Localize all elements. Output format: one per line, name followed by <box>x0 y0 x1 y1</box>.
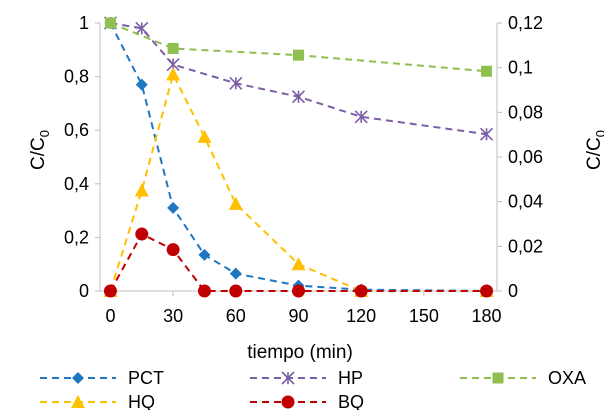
data-point-pct <box>198 248 211 261</box>
data-point-hp <box>479 127 494 141</box>
data-point-hq <box>228 196 243 210</box>
y-left-tick-label: 0,8 <box>64 67 89 87</box>
x-tick-label: 150 <box>409 306 439 326</box>
y-right-tick-label: 0,08 <box>508 102 543 122</box>
legend-item-oxa: OXA <box>460 368 586 388</box>
data-point-hp <box>291 90 306 104</box>
y-axis-title-right-main: C/C <box>584 137 604 170</box>
data-point-oxa <box>481 65 493 77</box>
y-right-tick-label: 0,06 <box>508 147 543 167</box>
data-point-bq <box>103 284 117 298</box>
legend-label-pct: PCT <box>128 368 164 388</box>
series-hp <box>103 16 494 141</box>
x-tick-label: 120 <box>346 306 376 326</box>
svg-text:C/C0: C/C0 <box>584 130 604 170</box>
series-oxa <box>104 17 493 77</box>
legend-item-hp: HP <box>250 368 363 388</box>
data-point-oxa <box>293 49 304 61</box>
y-left-tick-label: 1 <box>79 13 89 33</box>
y-right-tick-label: 0,04 <box>508 192 543 212</box>
data-point-bq <box>166 243 180 257</box>
data-point-bq <box>229 284 243 298</box>
legend-marker-oxa <box>492 372 504 384</box>
data-point-hp <box>354 110 368 124</box>
data-point-bq <box>135 227 149 241</box>
legend-item-hq: HQ <box>40 392 155 410</box>
data-point-pct <box>229 267 242 280</box>
data-point-hp <box>229 76 243 90</box>
x-tick-label: 0 <box>105 306 115 326</box>
y-left-tick-label: 0,6 <box>64 120 89 140</box>
series-line-hq <box>109 71 487 292</box>
axes: 0 30 60 90 120 150 180 0 0,2 0,4 0,6 0,8 1 0 0,02 0,04 0… <box>64 13 543 326</box>
data-point-hp <box>135 21 149 35</box>
legend-marker-bq <box>281 395 295 409</box>
data-point-bq <box>480 284 494 298</box>
data-point-oxa <box>167 42 179 54</box>
legend-label-bq: BQ <box>338 392 364 410</box>
series-line-hp <box>110 22 487 136</box>
y-left-tick-label: 0,2 <box>64 227 89 247</box>
data-point-bq <box>197 284 211 298</box>
labels-layer: tiempo (min) C/C0 C/C0 <box>28 130 604 363</box>
series-bq <box>103 227 494 298</box>
y-axis-title-left-sub: 0 <box>37 130 52 137</box>
y-right-tick-label: 0,12 <box>508 13 543 33</box>
legend-marker-pct <box>72 372 84 384</box>
y-axis-title-left-main: C/C <box>28 137 49 170</box>
legend-item-pct: PCT <box>40 368 164 388</box>
data-point-oxa <box>104 17 116 29</box>
y-axis-title-right-sub: 0 <box>593 130 604 137</box>
y-axis-title-right: C/C0 <box>584 130 604 170</box>
y-right-tick-label: 0 <box>508 281 518 301</box>
x-tick-label: 60 <box>226 306 246 326</box>
legend: PCT HP OXA HQ BQ <box>40 368 586 410</box>
data-point-hq <box>291 257 306 271</box>
legend-label-oxa: OXA <box>548 368 586 388</box>
legend-label-hq: HQ <box>128 392 155 410</box>
data-point-pct <box>167 201 180 214</box>
x-axis-title: tiempo (min) <box>247 342 353 363</box>
data-point-hq <box>134 183 149 197</box>
series-line-pct <box>109 22 487 292</box>
y-left-tick-label: 0 <box>79 281 89 301</box>
data-point-hq <box>166 67 181 81</box>
legend-label-hp: HP <box>338 368 363 388</box>
y-right-tick-label: 0,1 <box>508 58 533 78</box>
series-layer <box>103 16 494 298</box>
data-point-pct <box>135 78 148 91</box>
x-tick-label: 180 <box>472 306 502 326</box>
y-left-tick-label: 0,4 <box>64 174 89 194</box>
svg-text:C/C0: C/C0 <box>28 130 52 170</box>
data-point-hq <box>197 129 212 143</box>
legend-marker-hq <box>71 395 85 408</box>
x-tick-label: 90 <box>288 306 308 326</box>
series-line-oxa <box>110 22 487 73</box>
data-point-bq <box>292 284 305 298</box>
legend-item-bq: BQ <box>250 392 364 410</box>
data-point-bq <box>354 284 368 298</box>
legend-marker-hp <box>281 371 295 385</box>
y-axis-title-left: C/C0 <box>28 130 52 170</box>
y-right-tick-label: 0,02 <box>508 236 543 256</box>
x-tick-label: 30 <box>163 306 183 326</box>
